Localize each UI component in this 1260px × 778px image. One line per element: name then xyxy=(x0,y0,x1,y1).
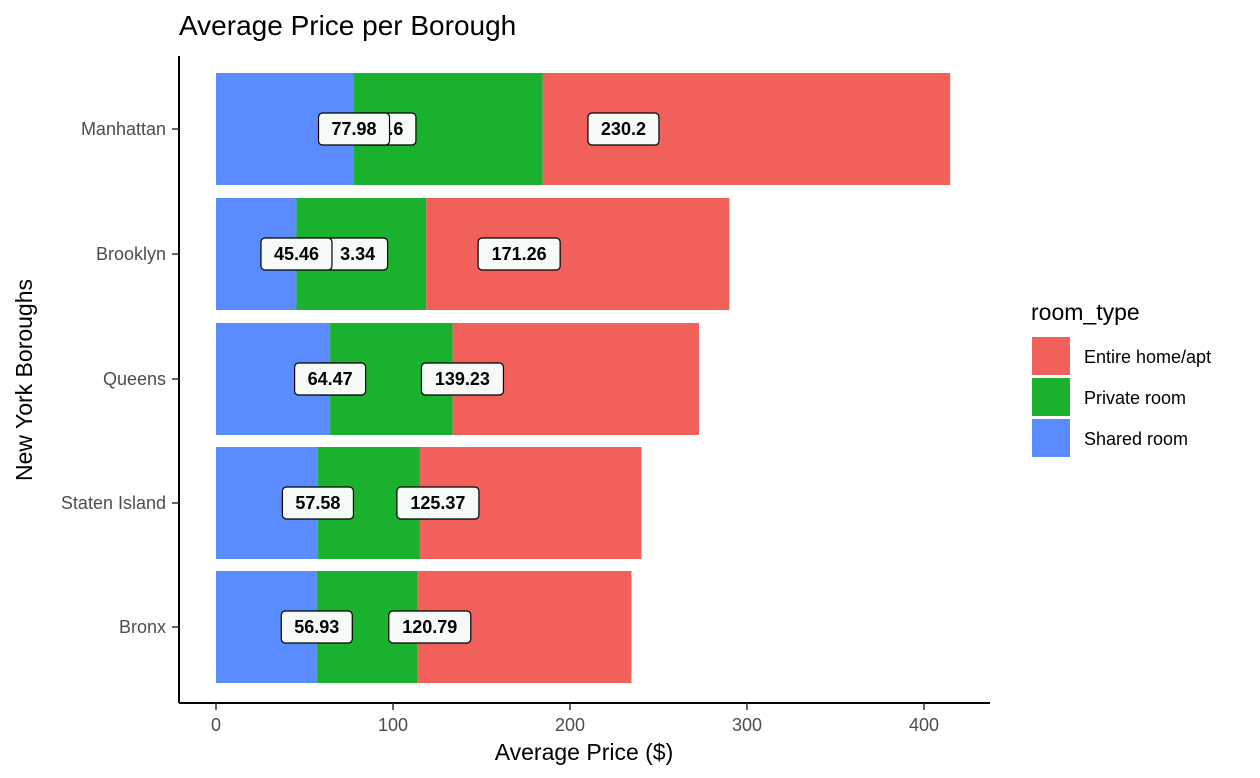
data-label-text: 57.58 xyxy=(295,493,340,513)
data-label: 3.34 xyxy=(327,237,389,271)
data-label-text: 230.2 xyxy=(601,119,646,139)
x-tick-label: 400 xyxy=(909,715,939,735)
legend-label: Private room xyxy=(1084,388,1186,408)
data-label: 171.26 xyxy=(477,237,561,271)
legend-label: Entire home/apt xyxy=(1084,347,1211,367)
data-label-box xyxy=(587,112,660,146)
legend-title: room_type xyxy=(1031,299,1140,325)
legend-swatch xyxy=(1032,337,1070,375)
data-label: 125.37 xyxy=(396,486,480,520)
data-label-text: 139.23 xyxy=(435,369,490,389)
y-tick-label: Brooklyn xyxy=(96,244,166,264)
y-tick-label: Staten Island xyxy=(61,493,166,513)
data-label-box xyxy=(317,112,391,146)
x-tick-label: 200 xyxy=(555,715,585,735)
bar-brooklyn-entire-home-apt xyxy=(426,198,730,310)
y-axis-title: New York Boroughs xyxy=(11,279,37,481)
legend-label: Shared room xyxy=(1084,429,1188,449)
data-label: 77.98 xyxy=(317,112,391,146)
y-tick-label: Queens xyxy=(103,369,166,389)
data-label-text: 77.98 xyxy=(332,119,377,139)
data-label-box xyxy=(388,610,472,644)
data-label-box xyxy=(281,486,355,520)
legend-swatch xyxy=(1032,378,1070,416)
data-label: 230.2 xyxy=(587,112,660,146)
data-label-box xyxy=(280,610,353,644)
x-tick-label: 100 xyxy=(378,715,408,735)
data-label-text: 3.34 xyxy=(340,244,375,264)
x-tick-label: 300 xyxy=(732,715,762,735)
data-labels-layer: 230.206.677.98171.263.3445.4664.47139.23… xyxy=(260,112,660,644)
legend: room_type Entire home/apt Private room Sha… xyxy=(1031,299,1211,457)
data-label-text: 56.93 xyxy=(294,617,339,637)
data-label-text: 120.79 xyxy=(402,617,457,637)
chart-title: Average Price per Borough xyxy=(179,10,516,41)
data-label: 57.58 xyxy=(281,486,355,520)
data-label: 64.47 xyxy=(294,362,367,396)
data-label-box xyxy=(420,362,505,396)
data-label-text: 125.37 xyxy=(410,493,465,513)
x-axis-title: Average Price ($) xyxy=(495,739,674,765)
x-ticks-layer: 0 100 200 300 400 xyxy=(211,703,939,735)
data-label-box xyxy=(477,237,561,271)
legend-swatch xyxy=(1032,419,1070,457)
data-label-text: 64.47 xyxy=(308,369,353,389)
data-label: 45.46 xyxy=(260,237,333,271)
data-label: 120.79 xyxy=(388,610,472,644)
data-label-box xyxy=(260,237,333,271)
x-tick-label: 0 xyxy=(211,715,221,735)
data-label-text: 45.46 xyxy=(274,244,319,264)
data-label-box xyxy=(396,486,480,520)
data-label-text: 171.26 xyxy=(492,244,547,264)
y-tick-label: Bronx xyxy=(119,617,166,637)
y-tick-label: Manhattan xyxy=(81,119,166,139)
data-label: 139.23 xyxy=(420,362,505,396)
y-ticks-layer: Manhattan Brooklyn Queens Staten Island Bron… xyxy=(61,119,179,637)
data-label-box xyxy=(294,362,367,396)
data-label: 56.93 xyxy=(280,610,353,644)
